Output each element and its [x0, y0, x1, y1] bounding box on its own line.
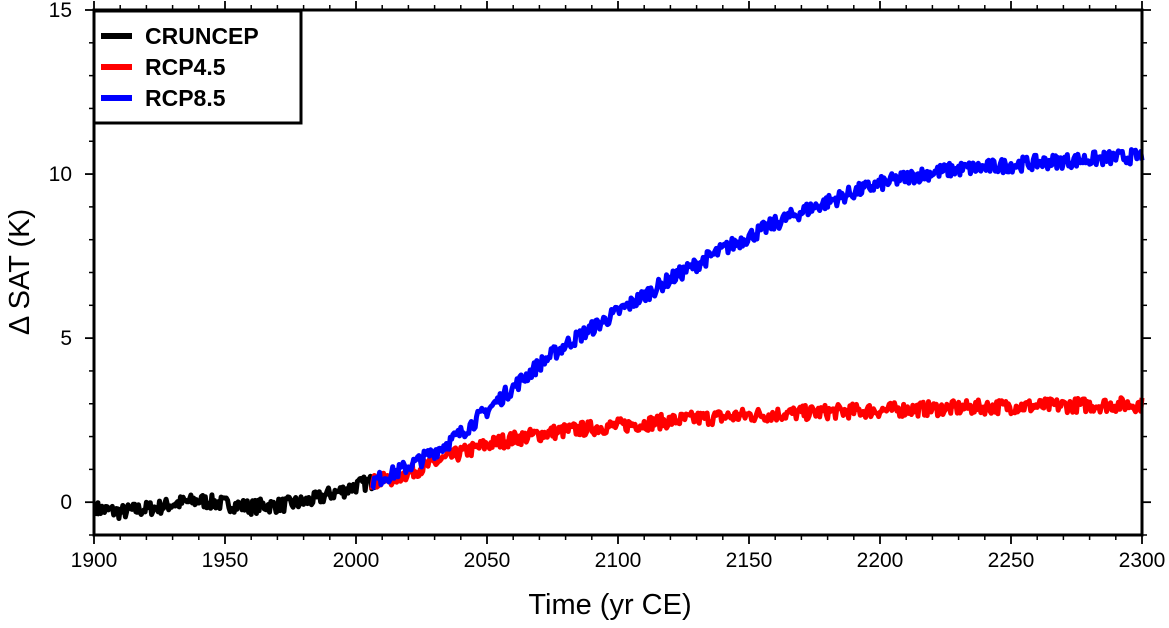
- x-tick-label: 2100: [595, 549, 642, 572]
- x-tick-label: 2200: [857, 549, 904, 572]
- x-tick-label: 2050: [464, 549, 511, 572]
- x-tick-labels: 1900 1950 2000 2050 2100 2150 2200 2250 2300: [71, 549, 1166, 572]
- x-tick-label: 2300: [1119, 549, 1166, 572]
- series-line-rcp8-5: [370, 147, 1145, 491]
- x-tick-label: 2150: [726, 549, 773, 572]
- legend: CRUNCEP RCP4.5 RCP8.5: [92, 9, 303, 125]
- legend-label: RCP8.5: [145, 85, 226, 111]
- y-tick-label: 10: [49, 163, 72, 186]
- series-line-cruncep: [94, 473, 379, 521]
- x-tick-label: 1950: [202, 549, 249, 572]
- legend-items: CRUNCEP RCP4.5 RCP8.5: [101, 23, 259, 111]
- x-tick-label: 2000: [333, 549, 380, 572]
- y-tick-label: 15: [49, 0, 72, 22]
- plot-frame: [92, 8, 1144, 537]
- y-tick-label: 5: [60, 327, 72, 350]
- legend-label: RCP4.5: [145, 54, 226, 80]
- series-layer: [94, 147, 1145, 521]
- y-tick-label: 0: [60, 491, 72, 514]
- legend-label: CRUNCEP: [145, 23, 259, 49]
- y-axis-title: Δ SAT (K): [4, 209, 36, 335]
- x-axis-title: Time (yr CE): [528, 589, 691, 621]
- x-tick-label: 1900: [71, 549, 118, 572]
- y-tick-labels: 0 5 10 15: [49, 0, 72, 514]
- x-tick-label: 2250: [988, 549, 1035, 572]
- series-line-rcp4-5: [369, 395, 1145, 491]
